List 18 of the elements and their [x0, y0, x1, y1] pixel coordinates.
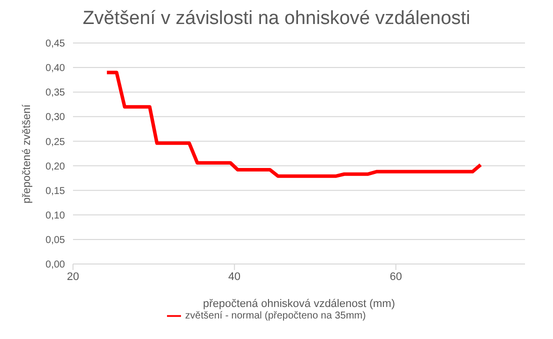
y-tick-label: 0,40: [46, 63, 66, 74]
y-tick-label: 0,05: [46, 234, 66, 246]
y-tick-label: 0,20: [46, 161, 66, 172]
x-tick-label: 60: [390, 270, 402, 283]
x-tick-label: 40: [228, 270, 241, 283]
chart-title: Zvětšení v závislosti na ohniskové vzdálenosti: [82, 8, 472, 31]
line-series: [105, 70, 482, 178]
y-axis-title: přepočtené zvětšení: [20, 103, 33, 204]
legend-label: zvětšení - normal (přepočteno na 35mm): [185, 310, 366, 322]
y-tick-label: 0,00: [46, 260, 66, 271]
y-tick-label: 0,15: [46, 186, 66, 197]
y-tick-label: 0,10: [46, 210, 66, 222]
y-tick-label: 0,25: [46, 136, 66, 148]
y-tick-label: 0,45: [46, 38, 66, 50]
x-axis-title: přepočtená ohnisková vzdálenost (mm): [203, 298, 395, 310]
x-tick-label: 20: [66, 270, 80, 283]
y-tick-label: 0,35: [46, 88, 66, 99]
y-tick-label: 0,30: [46, 112, 66, 124]
